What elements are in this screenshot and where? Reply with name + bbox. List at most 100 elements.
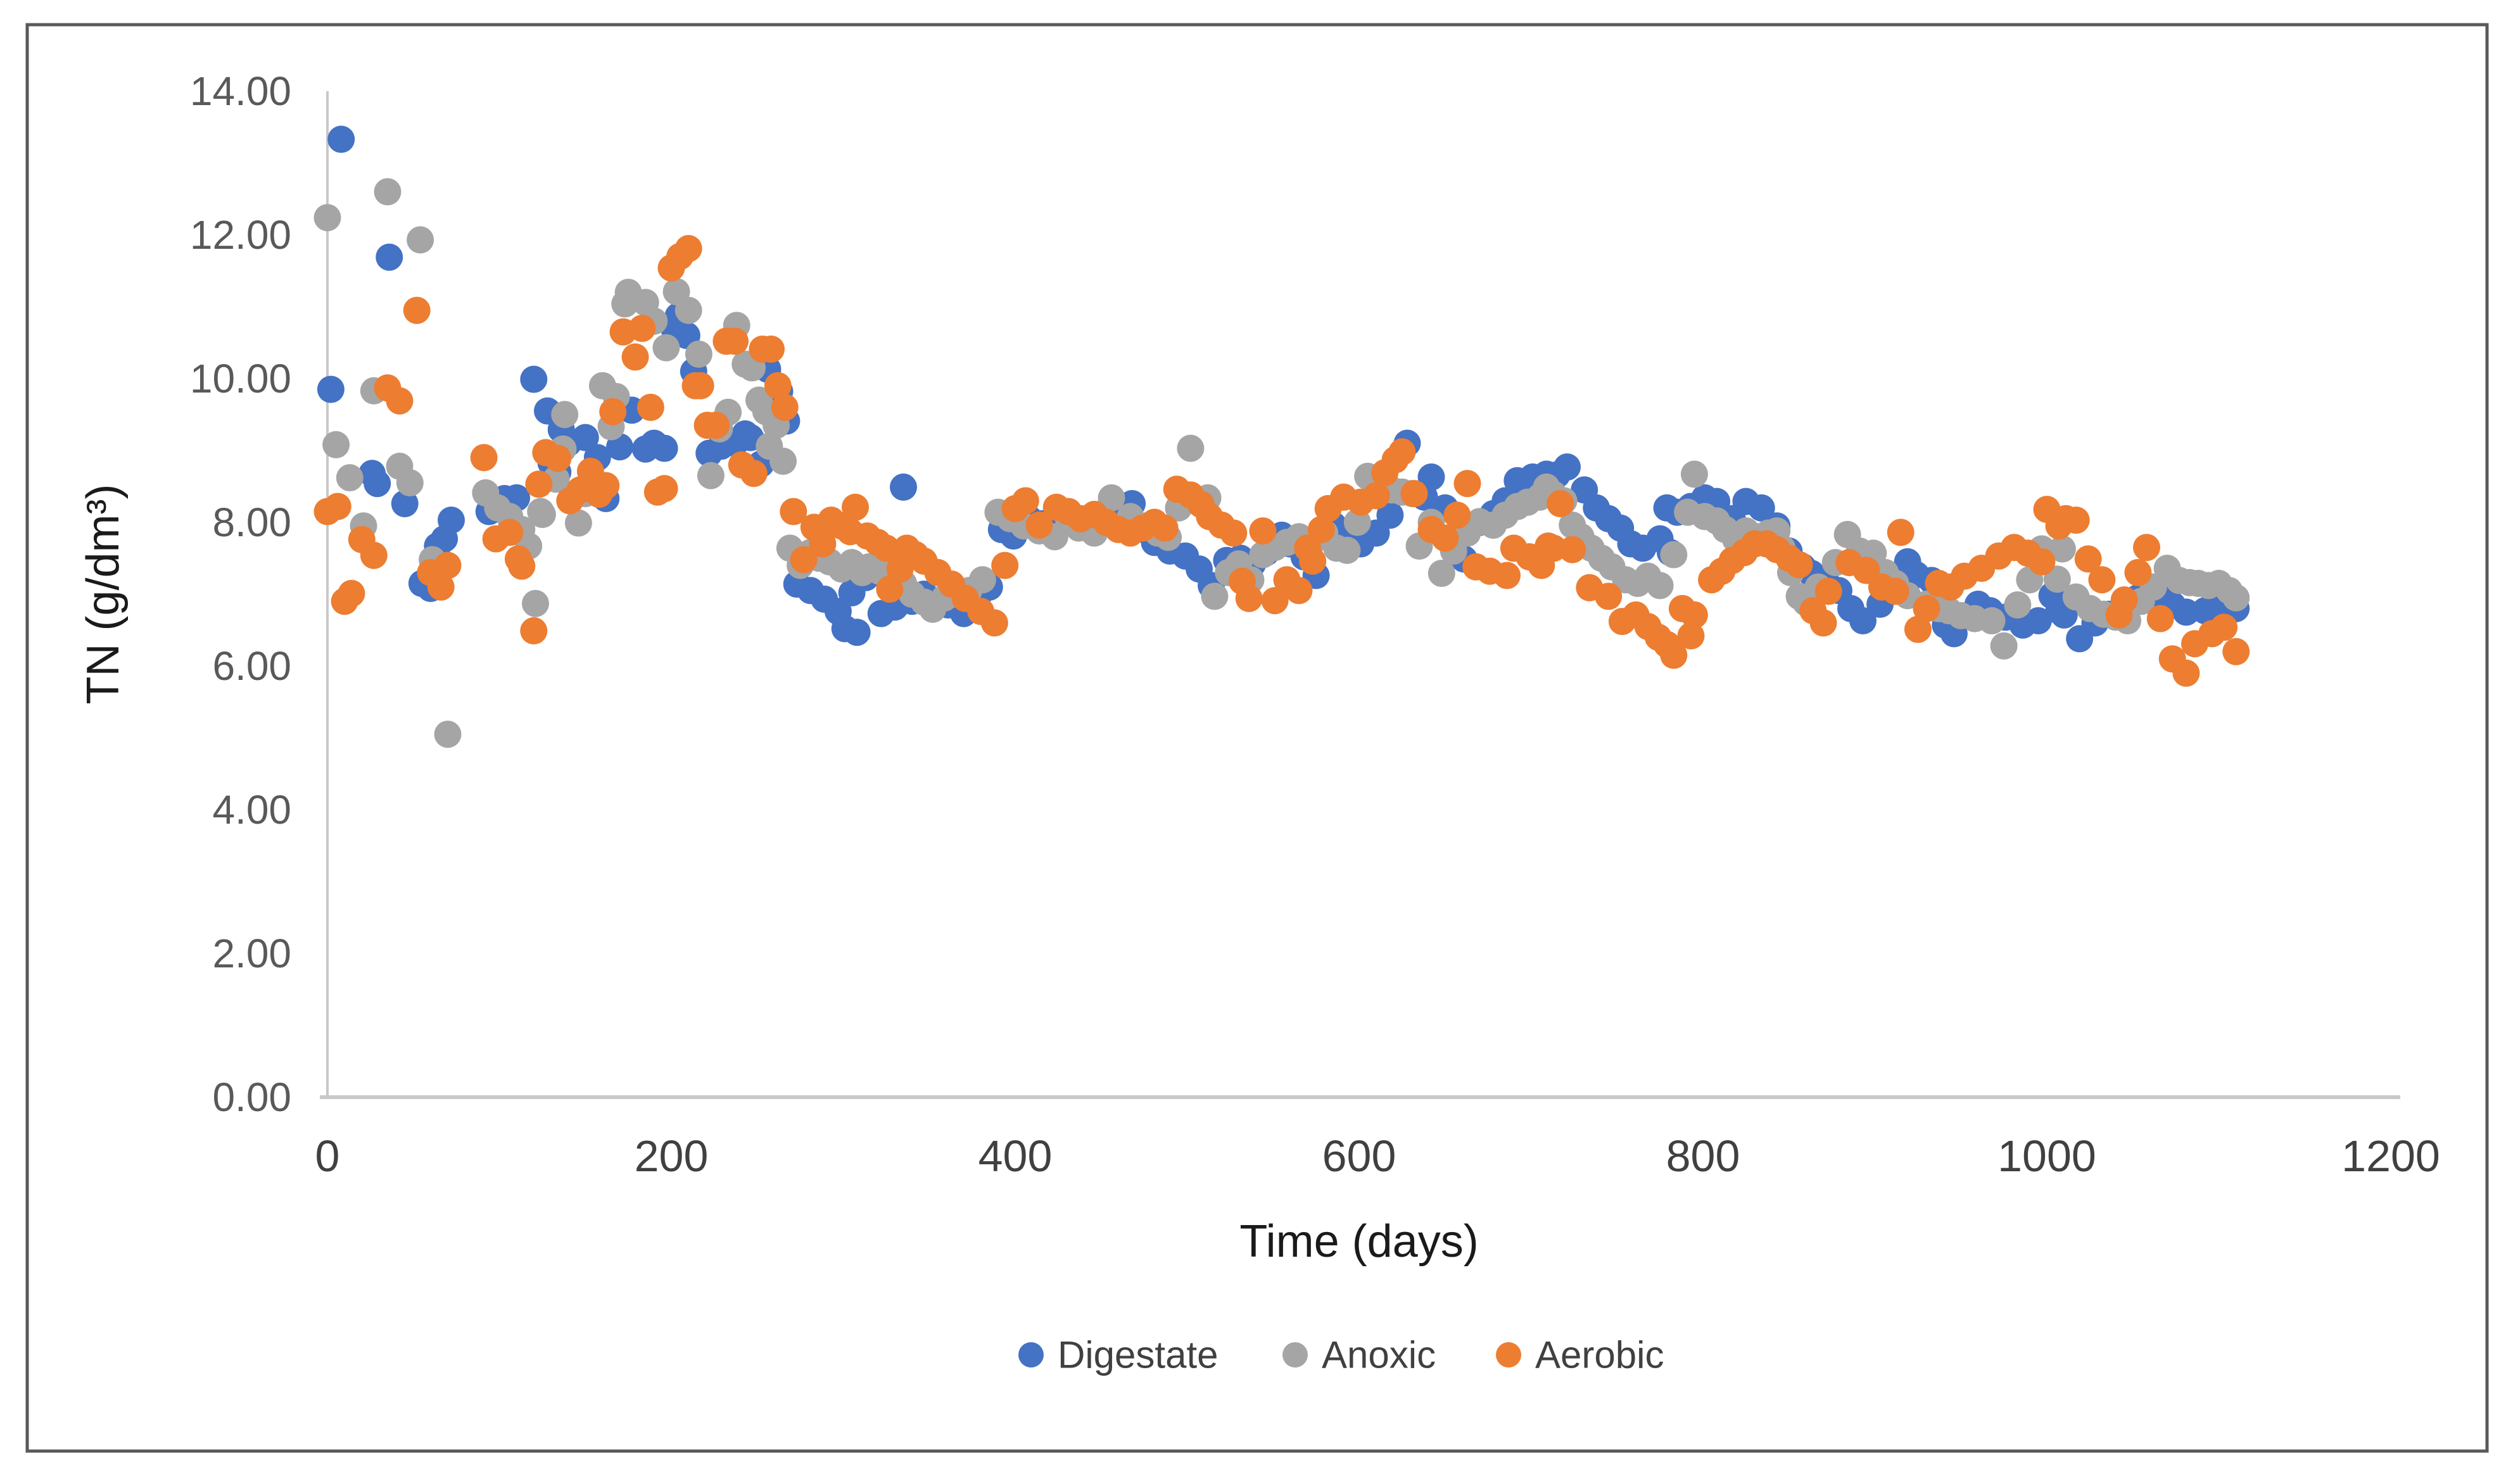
data-point-aerobic <box>496 519 524 546</box>
data-point-anoxic <box>674 296 702 324</box>
data-point-aerobic <box>2133 534 2160 562</box>
legend-label-anoxic: Anoxic <box>1322 1334 1436 1376</box>
data-point-aerobic <box>2172 659 2200 687</box>
x-tick-label: 0 <box>315 1131 340 1181</box>
data-point-aerobic <box>599 398 627 425</box>
data-point-aerobic <box>1431 524 1459 552</box>
data-point-aerobic <box>592 472 620 500</box>
legend-label-aerobic: Aerobic <box>1535 1334 1664 1376</box>
data-point-anoxic <box>1680 460 1708 488</box>
data-point-anoxic <box>685 340 712 368</box>
data-point-digestate <box>317 375 345 403</box>
data-point-anoxic <box>374 178 402 206</box>
data-point-digestate <box>376 243 403 271</box>
data-point-aerobic <box>360 541 388 569</box>
data-point-aerobic <box>1677 622 1705 650</box>
x-tick-label: 1200 <box>2341 1131 2440 1181</box>
data-point-aerobic <box>702 412 730 439</box>
data-point-digestate <box>890 473 917 501</box>
data-point-anoxic <box>968 566 996 594</box>
data-point-aerobic <box>324 493 351 520</box>
data-point-anoxic <box>2048 535 2076 563</box>
data-point-aerobic <box>1362 482 1390 510</box>
data-point-aerobic <box>991 551 1019 579</box>
data-point-anoxic <box>1978 607 2006 634</box>
y-tick-label: 12.00 <box>190 212 291 258</box>
data-point-anoxic <box>1098 484 1125 512</box>
data-point-anoxic <box>2222 584 2250 612</box>
data-point-aerobic <box>403 296 431 324</box>
data-point-aerobic <box>1453 470 1481 498</box>
data-point-aerobic <box>1388 438 1416 466</box>
data-point-aerobic <box>427 573 455 601</box>
data-point-aerobic <box>544 444 572 472</box>
data-point-aerobic <box>2210 613 2238 641</box>
data-point-aerobic <box>1809 609 1837 637</box>
y-tick-label: 6.00 <box>212 643 291 689</box>
data-point-aerobic <box>650 475 678 503</box>
data-point-aerobic <box>780 498 807 525</box>
data-point-anoxic <box>322 431 350 458</box>
data-point-aerobic <box>1285 577 1313 605</box>
data-point-aerobic <box>1785 551 1813 579</box>
data-point-anoxic <box>1660 541 1688 569</box>
data-point-aerobic <box>809 530 837 558</box>
data-point-anoxic <box>407 226 434 254</box>
data-point-aerobic <box>2124 558 2152 586</box>
data-point-aerobic <box>525 470 553 498</box>
data-point-aerobic <box>1443 501 1471 529</box>
data-point-digestate <box>650 434 678 462</box>
data-point-digestate <box>571 424 599 451</box>
data-point-anoxic <box>313 204 341 232</box>
data-point-digestate <box>843 619 871 646</box>
data-point-aerobic <box>740 460 768 487</box>
data-point-aerobic <box>1680 601 1708 629</box>
data-point-anoxic <box>1646 572 1674 600</box>
legend-marker-aerobic <box>1496 1342 1521 1368</box>
data-point-anoxic <box>769 448 797 475</box>
data-point-aerobic <box>757 336 785 363</box>
data-point-aerobic <box>2222 638 2250 665</box>
data-point-aerobic <box>520 617 548 645</box>
x-tick-label: 400 <box>978 1131 1053 1181</box>
y-tick-label: 14.00 <box>190 68 291 114</box>
data-point-digestate <box>520 365 548 393</box>
data-point-anoxic <box>1343 508 1371 536</box>
data-point-aerobic <box>1547 490 1574 517</box>
data-point-aerobic <box>1249 517 1277 545</box>
data-point-anoxic <box>396 469 424 497</box>
data-point-anoxic <box>697 462 725 489</box>
data-point-aerobic <box>674 235 702 263</box>
x-axis-title: Time (days) <box>1239 1216 1478 1267</box>
data-point-anoxic <box>1427 560 1455 588</box>
data-point-anoxic <box>652 334 680 362</box>
legend-label-digestate: Digestate <box>1058 1334 1218 1376</box>
data-point-aerobic <box>2088 566 2116 594</box>
y-tick-label: 8.00 <box>212 500 291 545</box>
data-point-aerobic <box>687 372 714 399</box>
data-point-anoxic <box>551 401 579 429</box>
data-point-aerobic <box>764 372 792 399</box>
data-point-anoxic <box>1333 536 1361 564</box>
data-point-aerobic <box>386 387 414 415</box>
data-point-digestate <box>1554 453 1581 481</box>
data-point-aerobic <box>1151 514 1179 542</box>
data-point-aerobic <box>2146 605 2174 632</box>
data-point-anoxic <box>2004 591 2032 619</box>
data-point-aerobic <box>1025 512 1053 539</box>
data-point-aerobic <box>338 579 365 607</box>
data-point-aerobic <box>1261 587 1289 615</box>
data-point-digestate <box>327 125 355 153</box>
data-point-anoxic <box>1177 434 1205 462</box>
y-tick-label: 4.00 <box>212 787 291 833</box>
data-point-digestate <box>1849 607 1877 634</box>
data-point-aerobic <box>1882 577 1909 605</box>
data-point-aerobic <box>1011 487 1039 515</box>
data-point-aerobic <box>2062 506 2090 534</box>
data-point-aerobic <box>1595 582 1623 610</box>
data-point-aerobic <box>771 393 799 421</box>
data-point-aerobic <box>872 534 900 562</box>
legend-marker-anoxic <box>1282 1342 1308 1368</box>
data-point-aerobic <box>1307 515 1335 543</box>
